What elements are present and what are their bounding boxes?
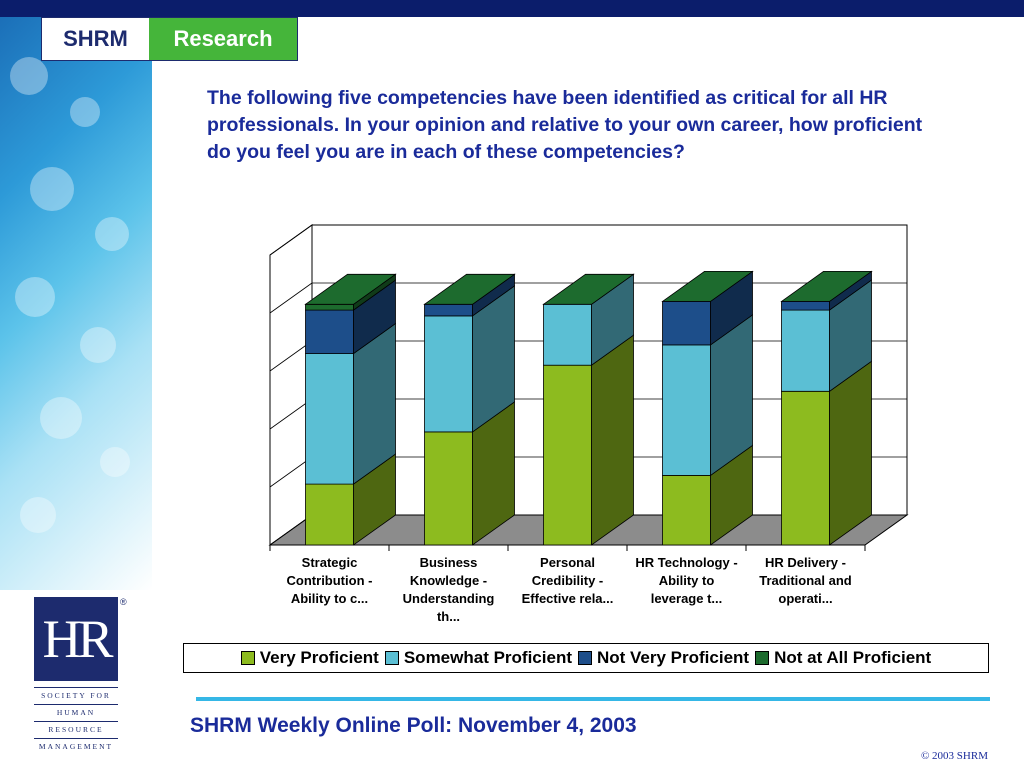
copyright: © 2003 SHRM	[920, 750, 988, 762]
gridline-side	[269, 514, 313, 546]
registered-mark: ®	[120, 597, 127, 607]
footer-title: SHRM Weekly Online Poll: November 4, 200…	[190, 714, 637, 737]
category-label: Contribution -	[287, 573, 373, 588]
hr-society-logo: HR ® SOCIETY FOR HUMAN RESOURCE MANAGEMENT	[34, 597, 127, 755]
top-bar	[0, 0, 1024, 17]
category-label: th...	[437, 609, 460, 624]
bar-segment	[781, 301, 830, 311]
category-label: Credibility -	[532, 573, 604, 588]
bar-segment	[424, 303, 473, 317]
hr-society-line: MANAGEMENT	[34, 738, 118, 755]
category-label: Business	[420, 555, 478, 570]
category-label: HR Technology -	[635, 555, 737, 570]
bar-segment	[424, 431, 473, 546]
hr-society-name: SOCIETY FOR HUMAN RESOURCE MANAGEMENT	[34, 687, 118, 755]
hr-society-line: HUMAN	[34, 704, 118, 721]
category-label: operati...	[778, 591, 832, 606]
hr-society-line: RESOURCE	[34, 721, 118, 738]
hr-society-line: SOCIETY FOR	[34, 687, 118, 704]
footer-divider	[196, 697, 990, 701]
legend-item: Not at All Proficient	[755, 648, 931, 668]
legend-label: Not at All Proficient	[774, 648, 932, 667]
question-text: The following five competencies have bee…	[207, 87, 923, 163]
bar-segment	[424, 315, 473, 433]
category-label: Traditional and	[759, 573, 852, 588]
chart-legend: Very Proficient Somewhat Proficient Not Ve…	[183, 643, 989, 673]
legend-swatch	[577, 651, 592, 665]
category-label: HR Delivery -	[765, 555, 846, 570]
gridline-side	[269, 398, 313, 430]
legend-item: Somewhat Proficient	[384, 648, 572, 668]
bar-segment	[662, 301, 711, 346]
category-label: Strategic	[302, 555, 358, 570]
bar-segment	[305, 309, 354, 354]
shrm-research-logo: SHRM Research	[41, 17, 298, 61]
bar-segment	[305, 303, 354, 311]
bar-segment-side	[591, 334, 634, 546]
stacked-bar-chart: Strategic Contribution - Ability to c... Bu…	[268, 224, 909, 624]
bar-top	[304, 273, 397, 305]
hr-mark: HR	[34, 597, 118, 681]
category-label: Ability to c...	[291, 591, 368, 606]
bar-segment	[662, 344, 711, 476]
logo-research: Research	[149, 18, 297, 60]
legend-swatch	[755, 651, 770, 665]
bar-top	[542, 273, 635, 305]
category-label: Effective rela...	[522, 591, 614, 606]
legend-label: Very Proficient	[259, 648, 379, 667]
gridline-side	[269, 456, 313, 488]
legend-swatch	[384, 651, 399, 665]
category-label: Personal	[540, 555, 595, 570]
category-label: leverage t...	[651, 591, 723, 606]
legend-item: Very Proficient	[240, 648, 379, 668]
bar-segment	[543, 303, 592, 366]
gridline-side	[269, 224, 313, 256]
legend-item: Not Very Proficient	[577, 648, 750, 668]
bar-segment	[781, 390, 830, 546]
bar-segment-side	[829, 360, 872, 546]
bar-segment	[543, 364, 592, 546]
legend-label: Somewhat Proficient	[403, 648, 572, 667]
legend-swatch	[240, 651, 255, 665]
bar-top	[661, 271, 754, 302]
decorative-sidebar	[0, 17, 152, 590]
gridline-side	[269, 340, 313, 372]
bar-segment	[781, 309, 830, 392]
bar-top	[423, 273, 516, 305]
category-label: Understanding	[403, 591, 495, 606]
bar-segment	[305, 353, 354, 485]
category-label: Ability to	[659, 573, 715, 588]
gridline-side	[269, 282, 313, 314]
category-label: Knowledge -	[410, 573, 487, 588]
bar-segment	[305, 483, 354, 546]
bar-segment	[662, 474, 711, 546]
legend-label: Not Very Proficient	[596, 648, 750, 667]
logo-shrm: SHRM	[42, 18, 149, 60]
bar-top	[780, 271, 873, 302]
